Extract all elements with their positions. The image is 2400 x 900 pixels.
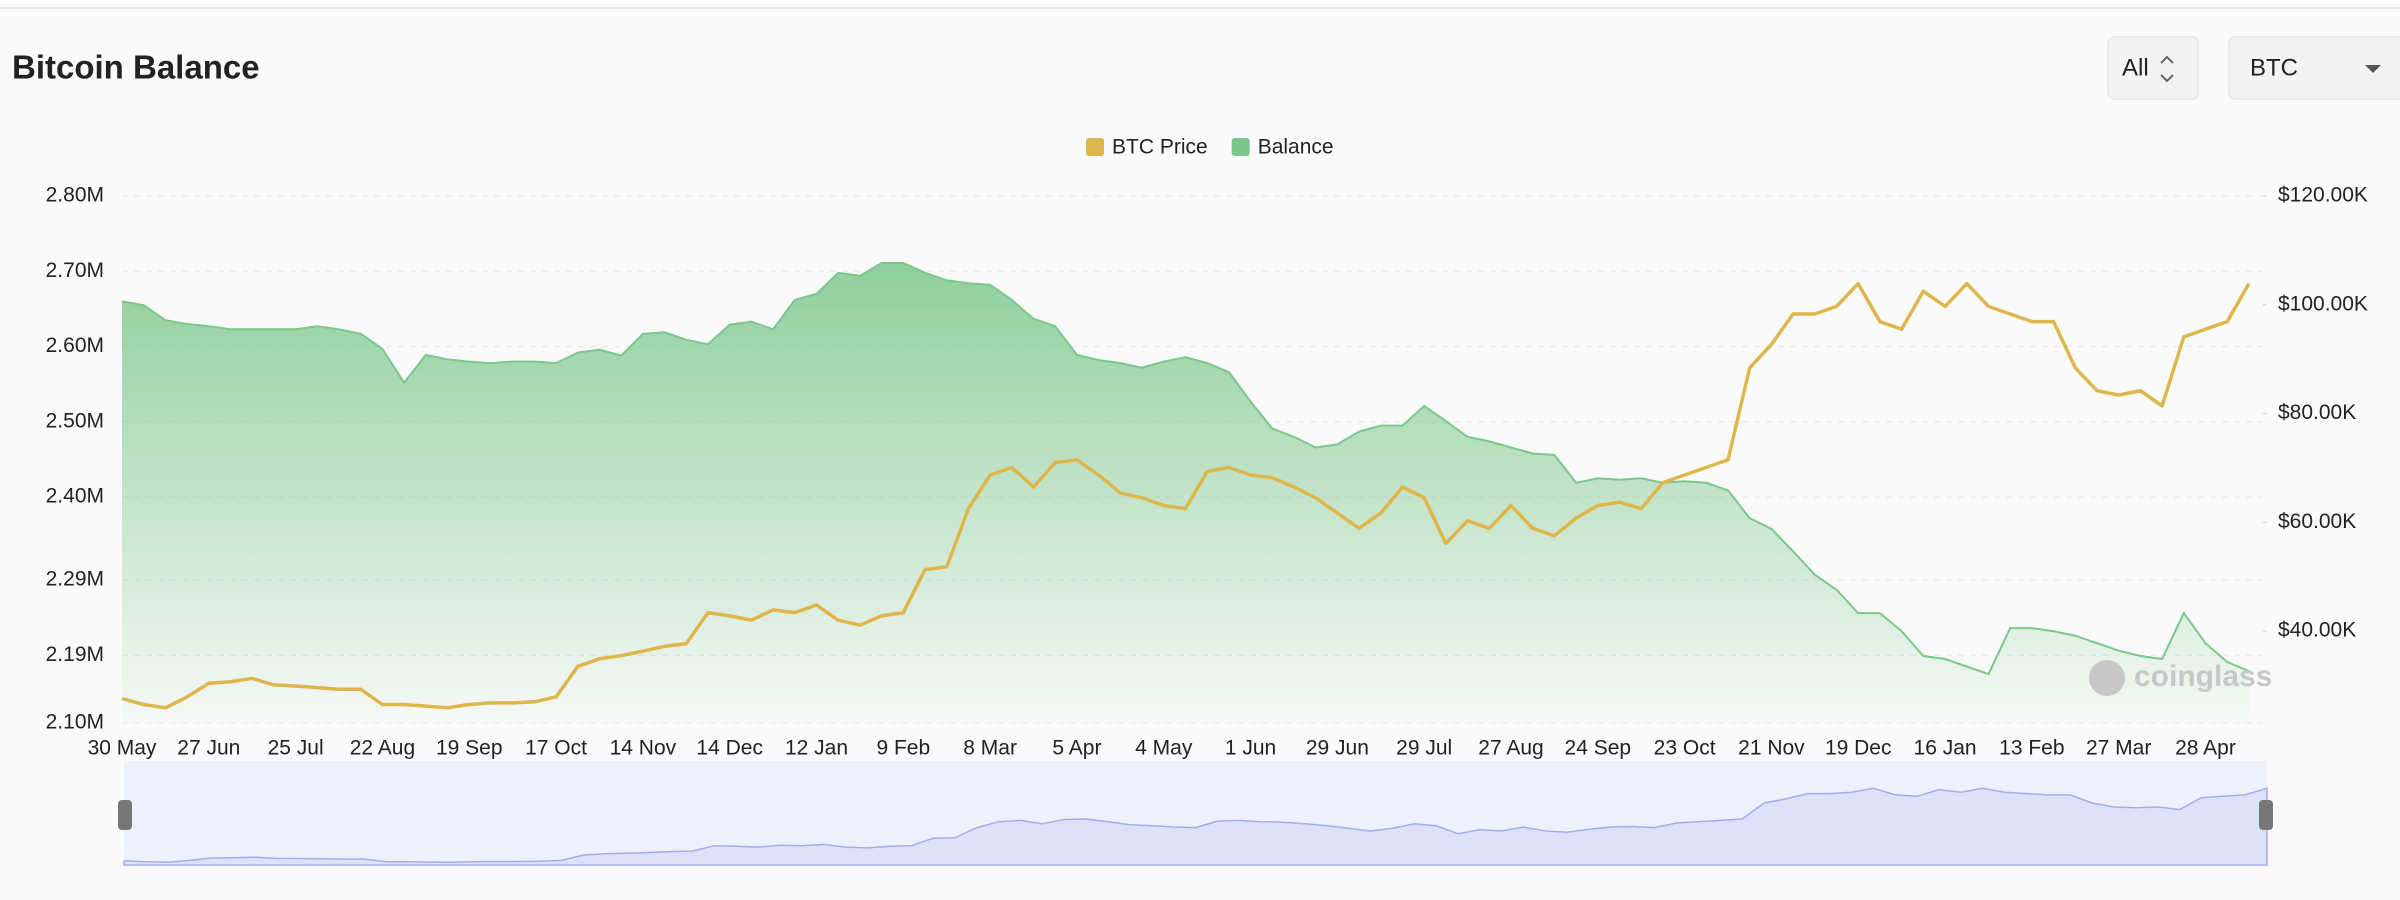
range-arrows [2160, 55, 2174, 83]
y-tick-label: 2.60M [46, 334, 104, 357]
y-tick-label: 2.19M [46, 643, 104, 666]
x-tick-label: 8 Mar [963, 737, 1017, 760]
x-tick-label: 28 Apr [2175, 737, 2236, 760]
x-tick-label: 24 Sep [1565, 737, 1632, 760]
navigator-handle[interactable] [2259, 800, 2273, 830]
legend-label: Balance [1258, 136, 1334, 159]
range-select[interactable] [2107, 36, 2199, 100]
x-tick-label: 9 Feb [876, 737, 930, 760]
x-tick-label: 14 Nov [610, 737, 677, 760]
y-tick-label: 2.10M [46, 711, 104, 734]
x-tick-label: 16 Jan [1914, 737, 1977, 760]
x-tick-label: 30 May [88, 737, 157, 760]
x-tick-label: 19 Dec [1825, 737, 1892, 760]
x-tick-label: 14 Dec [696, 737, 763, 760]
x-tick-label: 27 Mar [2086, 737, 2151, 760]
legend-label: BTC Price [1112, 136, 1208, 159]
y2-tick-label: $100.00K [2278, 292, 2368, 315]
x-tick-label: 27 Jun [177, 737, 240, 760]
balance-line [121, 262, 2250, 676]
x-tick-label: 13 Feb [1999, 737, 2064, 760]
legend-swatch [1086, 138, 1104, 156]
x-tick-label: 27 Aug [1478, 737, 1543, 760]
x-tick-label: 29 Jul [1396, 737, 1452, 760]
watermark-icon [2089, 660, 2125, 696]
asset-select[interactable] [2228, 36, 2400, 100]
y-tick-label: 2.70M [46, 259, 104, 282]
price-line [121, 281, 2251, 710]
x-tick-label: 17 Oct [525, 737, 587, 760]
x-tick-label: 19 Sep [436, 737, 503, 760]
x-tick-label: 21 Nov [1738, 737, 1805, 760]
y2-tick-label: $40.00K [2278, 619, 2356, 642]
y2-tick-label: $80.00K [2278, 401, 2356, 424]
legend-swatch [1231, 138, 1250, 156]
navigator-area [123, 787, 2268, 866]
y2-tick-label: $60.00K [2278, 510, 2356, 533]
balance-area [122, 263, 2249, 723]
navigator-handle[interactable] [118, 800, 132, 830]
x-tick-label: 5 Apr [1052, 737, 1101, 760]
asset-arrow [2365, 65, 2381, 73]
x-tick-label: 23 Oct [1654, 737, 1716, 760]
y2-tick-label: $120.00K [2278, 184, 2368, 207]
x-tick-label: 12 Jan [785, 737, 848, 760]
x-tick-label: 29 Jun [1306, 737, 1369, 760]
y-tick-label: 2.80M [46, 184, 104, 207]
asset-value: BTC [2250, 54, 2298, 81]
x-tick-label: 25 Jul [268, 737, 324, 760]
chart-title: Bitcoin Balance [12, 49, 260, 86]
x-tick-label: 4 May [1135, 737, 1193, 760]
y-tick-label: 2.50M [46, 409, 104, 432]
x-tick-label: 1 Jun [1225, 737, 1276, 760]
y-tick-label: 2.40M [46, 485, 104, 508]
watermark: coinglass [2134, 660, 2272, 693]
x-tick-label: 22 Aug [350, 737, 415, 760]
y-tick-label: 2.29M [46, 568, 104, 591]
range-value: All [2122, 54, 2149, 81]
